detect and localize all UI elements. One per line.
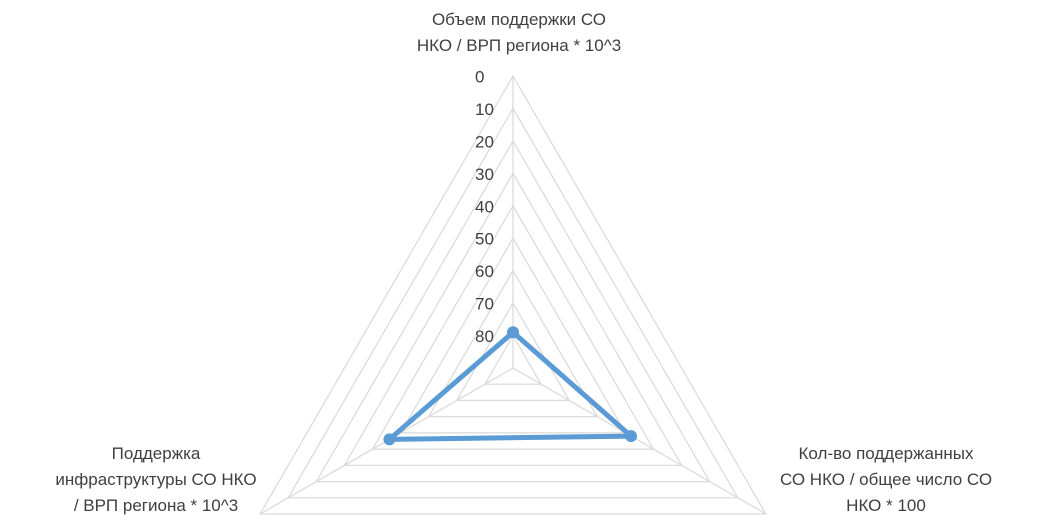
radar-grid bbox=[259, 74, 767, 515]
tick-label: 40 bbox=[475, 197, 494, 216]
series-point bbox=[625, 430, 637, 443]
grid-ring bbox=[343, 172, 683, 466]
series-point bbox=[507, 326, 519, 339]
radial-tick-labels: 0 10 20 30 40 50 60 70 80 bbox=[475, 67, 494, 346]
tick-label: 70 bbox=[475, 295, 494, 314]
axis-label-left: Поддержка инфраструктуры СО НКО / ВРП ре… bbox=[55, 444, 257, 515]
tick-label: 60 bbox=[475, 262, 494, 281]
grid-ring bbox=[399, 236, 627, 434]
grid-ring bbox=[455, 301, 571, 401]
grid-ring bbox=[259, 74, 767, 515]
series-point bbox=[383, 433, 396, 446]
tick-label: 80 bbox=[475, 327, 494, 346]
tick-label: 0 bbox=[475, 67, 484, 86]
grid-ring bbox=[371, 204, 655, 450]
grid-ring bbox=[483, 334, 543, 385]
grid-ring bbox=[427, 269, 599, 418]
tick-label: 30 bbox=[475, 165, 494, 184]
grid-ring bbox=[287, 107, 739, 499]
axis-label-top: Объем поддержки СО НКО / ВРП региона * 1… bbox=[416, 10, 622, 55]
series-layer bbox=[383, 326, 637, 446]
tick-label: 20 bbox=[475, 132, 494, 151]
tick-label: 10 bbox=[475, 100, 494, 119]
axis-label-right: Кол-во поддержанных СО НКО / общее число… bbox=[779, 444, 993, 515]
grid-spoke bbox=[512, 367, 767, 515]
series-line bbox=[386, 329, 634, 442]
tick-label: 50 bbox=[475, 230, 494, 249]
grid-ring bbox=[315, 139, 711, 483]
